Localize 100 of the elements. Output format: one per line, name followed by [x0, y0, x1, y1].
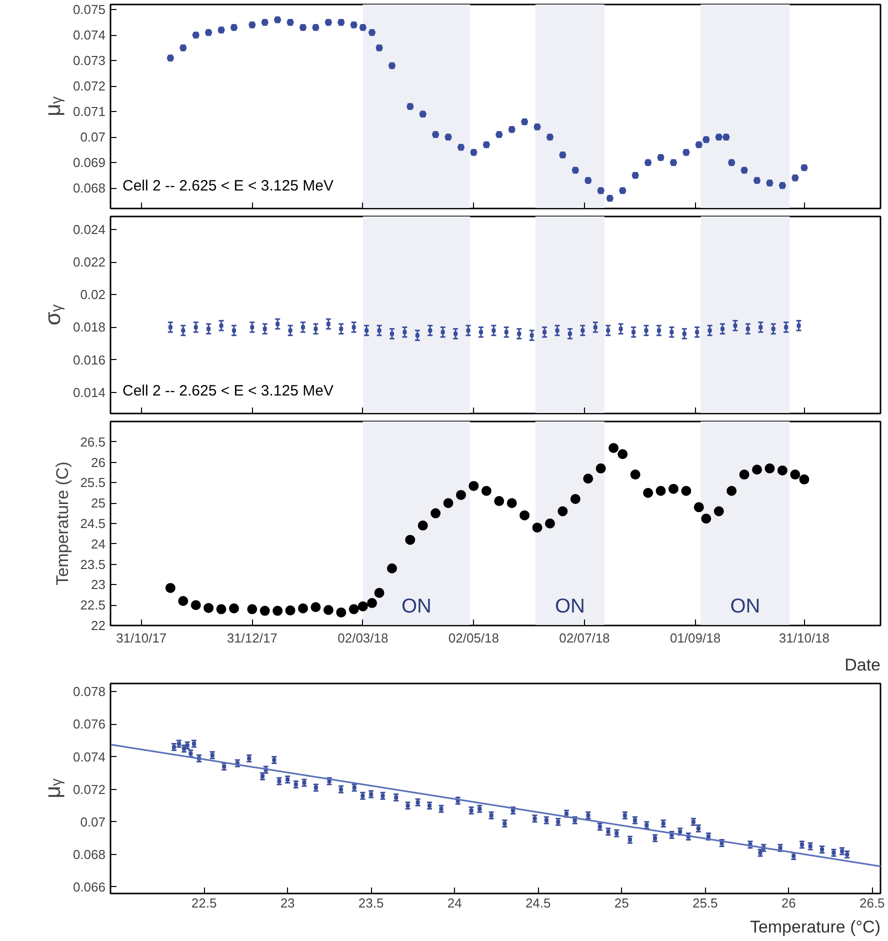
point — [418, 520, 428, 531]
point — [618, 326, 623, 331]
point — [796, 324, 801, 328]
y-tick-label: 0.072 — [72, 782, 106, 797]
point — [168, 325, 172, 330]
point — [232, 328, 236, 332]
x-tick-label: 24.5 — [525, 896, 551, 910]
y-tick-label: 22 — [91, 618, 106, 633]
point — [468, 480, 479, 491]
point — [618, 449, 628, 460]
y-tick-label: 0.073 — [72, 53, 106, 68]
point — [758, 325, 763, 330]
x-tick-label: 02/05/18 — [448, 630, 500, 646]
point — [348, 604, 359, 614]
point — [695, 330, 700, 334]
y-axis-title: μᵧ — [40, 96, 65, 116]
point — [739, 470, 750, 480]
annotation: Cell 2 -- 2.625 < E < 3.125 MeV — [122, 178, 334, 194]
point — [520, 510, 530, 520]
point — [326, 322, 330, 326]
x-tick-label: 01/09/18 — [670, 630, 721, 646]
point — [714, 506, 724, 516]
point — [771, 326, 776, 331]
point — [405, 534, 416, 545]
y-tick-label: 0.072 — [72, 78, 106, 94]
y-axis-title: Temperature (C) — [53, 462, 72, 586]
point — [219, 324, 224, 328]
point — [746, 326, 750, 331]
point — [720, 326, 725, 331]
point — [194, 325, 198, 330]
point — [336, 607, 346, 618]
y-tick-label: 0.078 — [72, 684, 106, 700]
point — [632, 330, 636, 334]
x-tick-label: 24 — [447, 896, 462, 910]
point — [670, 330, 674, 334]
x-tick-label: 31/10/18 — [778, 630, 830, 646]
point — [583, 474, 594, 484]
point — [656, 328, 661, 332]
y-tick-label: 24 — [91, 536, 106, 552]
y-tick-label: 26.5 — [80, 434, 106, 450]
y-tick-label: 0.074 — [72, 28, 106, 43]
point — [682, 332, 686, 336]
point — [339, 326, 344, 331]
point — [228, 603, 239, 614]
y-tick-label: 0.016 — [72, 352, 106, 368]
point — [178, 596, 188, 606]
point — [190, 600, 201, 610]
y-tick-label: 0.074 — [72, 749, 106, 764]
point — [440, 330, 445, 334]
point — [708, 328, 712, 332]
point — [593, 325, 598, 330]
point — [374, 588, 384, 598]
point — [367, 598, 378, 608]
y-tick-label: 0.024 — [72, 222, 106, 238]
point — [630, 470, 640, 480]
y-tick-label: 0.018 — [72, 320, 106, 335]
point — [402, 330, 407, 334]
y-tick-label: 0.07 — [80, 814, 106, 830]
point — [668, 484, 678, 494]
point — [580, 328, 585, 332]
x-tick-label: 26 — [781, 896, 796, 910]
point — [247, 604, 258, 614]
point — [555, 328, 560, 332]
point — [517, 332, 522, 336]
point — [250, 325, 254, 330]
point — [454, 332, 458, 336]
point — [494, 496, 504, 506]
y-tick-label: 0.07 — [80, 130, 106, 145]
point — [358, 601, 368, 612]
y-tick-label: 0.071 — [72, 104, 106, 120]
y-tick-label: 23.5 — [80, 556, 106, 572]
point — [784, 325, 788, 330]
point — [764, 463, 775, 474]
y-axis-title: σᵧ — [40, 304, 65, 326]
x-tick-label: 02/07/18 — [559, 630, 610, 646]
y-tick-label: 26 — [91, 454, 106, 470]
point — [752, 464, 762, 475]
y-tick-label: 0.022 — [72, 254, 106, 270]
point — [681, 486, 692, 496]
point — [570, 494, 580, 504]
point — [481, 486, 492, 496]
annotation: Cell 2 -- 2.625 < E < 3.125 MeV — [122, 382, 334, 400]
band-label: ON — [554, 596, 585, 618]
point — [799, 474, 810, 484]
point — [504, 330, 508, 334]
point — [568, 332, 572, 336]
point — [492, 328, 496, 332]
band-label: ON — [402, 596, 432, 618]
x-tick-label: 22.5 — [191, 896, 217, 910]
point — [790, 470, 800, 480]
x-axis-title: Date — [844, 656, 881, 674]
y-tick-label: 0.02 — [80, 287, 106, 302]
point — [272, 606, 283, 616]
point — [478, 330, 483, 334]
y-tick-label: 0.066 — [72, 879, 106, 894]
point — [390, 332, 394, 336]
point — [260, 606, 270, 616]
point — [314, 326, 318, 331]
point — [204, 602, 214, 613]
point — [430, 508, 441, 518]
